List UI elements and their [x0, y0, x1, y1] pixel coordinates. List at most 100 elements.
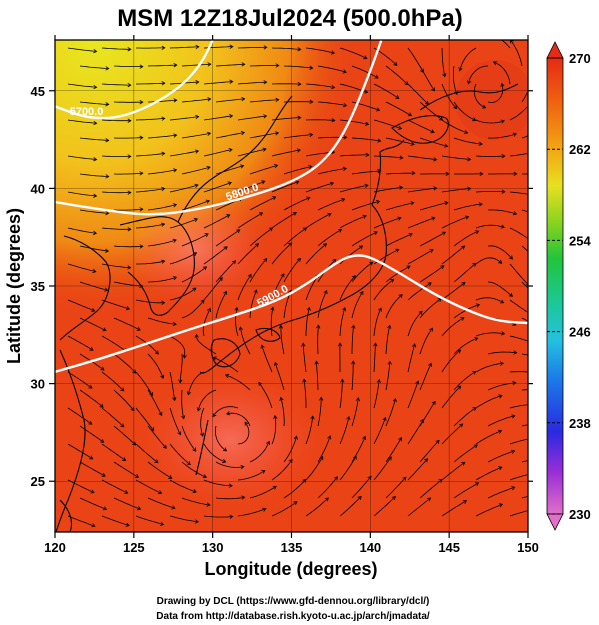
- streamline: [113, 389, 135, 411]
- streamline-arrowhead: [223, 246, 228, 251]
- streamline-arrowhead: [288, 242, 293, 247]
- streamline: [235, 307, 239, 337]
- streamline: [373, 278, 394, 301]
- streamline-arrowhead: [202, 266, 208, 271]
- china-coast: [59, 235, 111, 341]
- streamline: [181, 266, 207, 283]
- streamline: [509, 299, 528, 313]
- streamline: [101, 119, 131, 122]
- streamline-arrowhead: [161, 259, 166, 264]
- streamline-arrowhead: [270, 306, 275, 311]
- streamline-arrowhead: [102, 506, 108, 511]
- streamline: [147, 276, 177, 283]
- streamline: [169, 252, 197, 265]
- x-tick-label: 130: [202, 540, 224, 555]
- streamline-arrowhead: [228, 483, 233, 488]
- streamline: [226, 412, 251, 427]
- streamline-arrowhead: [429, 327, 433, 332]
- streamline: [215, 291, 227, 319]
- streamline-arrowhead: [513, 171, 518, 176]
- streamline: [339, 47, 367, 59]
- streamline-arrowhead: [531, 240, 535, 243]
- streamline-arrowhead: [475, 303, 481, 308]
- streamline-arrowhead: [206, 502, 211, 507]
- streamline-arrowhead: [424, 458, 429, 463]
- streamline: [240, 326, 251, 355]
- streamline-arrowhead: [327, 435, 332, 440]
- streamline: [67, 83, 97, 88]
- streamline-arrowhead: [222, 459, 227, 464]
- streamline-arrowhead: [139, 244, 144, 249]
- streamline-arrowhead: [173, 133, 178, 138]
- streamline-arrowhead: [429, 249, 434, 253]
- streamline: [521, 353, 528, 356]
- streamline-arrowhead: [130, 407, 135, 412]
- streamline-arrowhead: [398, 437, 402, 442]
- streamline-arrowhead: [91, 523, 96, 528]
- streamline-arrowhead: [508, 292, 514, 297]
- streamline: [351, 436, 366, 463]
- streamline-arrowhead: [161, 116, 166, 121]
- streamline: [385, 325, 391, 355]
- streamline-arrowhead: [91, 307, 96, 312]
- streamline: [181, 299, 205, 319]
- streamline-arrowhead: [512, 211, 518, 216]
- streamline-arrowhead: [173, 63, 178, 68]
- streamline: [237, 274, 252, 301]
- streamline: [351, 361, 354, 391]
- streamline-arrowhead: [132, 369, 137, 374]
- streamline: [441, 282, 466, 301]
- y-tick-label: 45: [31, 84, 45, 99]
- streamline: [271, 181, 299, 193]
- streamline: [453, 482, 479, 499]
- streamline: [407, 380, 419, 409]
- streamline: [79, 497, 107, 510]
- streamline: [181, 63, 211, 67]
- streamline-arrowhead: [92, 230, 98, 236]
- streamline-arrowhead: [89, 455, 94, 460]
- streamline: [305, 416, 314, 445]
- streamline: [181, 461, 207, 478]
- streamline-arrowhead: [358, 245, 364, 250]
- streamline: [213, 356, 239, 373]
- streamline-arrowhead: [258, 212, 264, 217]
- streamline: [385, 233, 413, 247]
- streamline-arrowhead: [511, 414, 516, 419]
- streamline: [283, 479, 307, 499]
- streamline-arrowhead: [226, 214, 231, 219]
- x-tick-label: 150: [517, 540, 539, 555]
- streamline: [351, 137, 381, 142]
- streamline: [475, 430, 502, 445]
- streamline: [79, 425, 104, 443]
- streamline: [237, 115, 267, 121]
- streamline: [270, 307, 274, 337]
- streamline: [113, 317, 141, 331]
- streamline: [261, 344, 273, 373]
- streamline: [135, 443, 159, 464]
- streamline: [237, 421, 250, 445]
- streamline: [79, 389, 104, 408]
- streamline: [113, 172, 143, 175]
- streamline: [373, 155, 403, 159]
- streamline: [271, 242, 292, 265]
- streamline: [249, 196, 276, 211]
- y-tick-label: 40: [31, 181, 45, 196]
- streamline: [385, 172, 415, 175]
- streamline: [101, 227, 131, 230]
- streamline-arrowhead: [402, 476, 407, 481]
- streamline-arrowhead: [323, 290, 328, 295]
- streamline: [407, 217, 435, 229]
- streamline: [225, 374, 251, 391]
- streamline: [339, 416, 350, 445]
- streamline: [303, 379, 307, 408]
- streamline-arrowhead: [240, 464, 245, 470]
- streamline: [101, 335, 127, 352]
- streamline-arrowhead: [456, 349, 462, 354]
- streamline-arrowhead: [453, 105, 458, 110]
- streamline: [169, 479, 197, 493]
- streamline-arrowhead: [513, 350, 518, 355]
- streamline-arrowhead: [104, 287, 109, 292]
- streamline-arrowhead: [363, 55, 368, 60]
- streamline: [317, 65, 347, 73]
- streamline-arrowhead: [139, 207, 144, 212]
